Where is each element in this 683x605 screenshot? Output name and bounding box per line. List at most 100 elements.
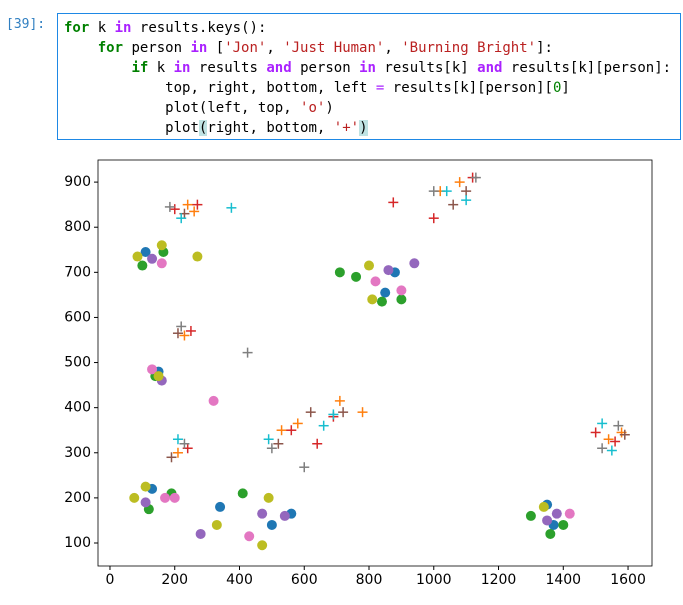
code-token: left (207, 100, 242, 116)
code-token (64, 120, 165, 136)
code-token: [ (443, 60, 452, 76)
code-token: keys (207, 20, 242, 36)
code-token (165, 60, 173, 76)
code-token: ][ (586, 60, 604, 76)
point (338, 407, 349, 418)
code-token: k (460, 80, 469, 96)
code-token: person (300, 60, 351, 76)
code-token: = (375, 80, 385, 96)
point (364, 260, 375, 271)
point (279, 510, 290, 521)
y-tick-label: 900 (64, 174, 91, 190)
point (370, 276, 381, 287)
point (172, 434, 183, 445)
plot-area (97, 159, 653, 567)
point (597, 418, 608, 429)
code-token: plot (165, 120, 199, 136)
y-tick-label: 800 (64, 219, 91, 235)
point (470, 172, 481, 183)
code-token: , (283, 100, 301, 116)
code-line: if k in results and person in results[k]… (64, 58, 680, 78)
point (273, 438, 284, 449)
point (160, 492, 171, 503)
code-token (89, 20, 97, 36)
code-token: person (485, 80, 537, 96)
code-token: left (333, 80, 368, 96)
code-token: for (64, 20, 90, 36)
point (156, 240, 167, 251)
y-tick-label: 600 (64, 309, 91, 325)
point (351, 271, 362, 282)
code-token: bottom (266, 80, 317, 96)
code-token: , (249, 80, 267, 96)
code-token (64, 100, 165, 116)
point (244, 531, 255, 542)
x-tick-label: 1000 (416, 572, 452, 588)
point (192, 199, 203, 210)
x-tick-label: 1600 (610, 572, 646, 588)
point (312, 438, 323, 449)
point (376, 296, 387, 307)
code-line: top, right, bottom, left = results[k][pe… (64, 78, 680, 98)
code-token (131, 20, 139, 36)
point (603, 434, 614, 445)
code-token: , (249, 120, 267, 136)
point (525, 510, 536, 521)
code-token: and (477, 60, 503, 76)
code-token: 'Burning Bright' (401, 40, 537, 56)
x-tick-label: 800 (356, 572, 383, 588)
point (189, 206, 200, 217)
cell-prompt: [39]: (6, 17, 46, 32)
code-token: ) (325, 100, 334, 116)
point (428, 213, 439, 224)
point (305, 407, 316, 418)
point (542, 515, 553, 526)
point (461, 186, 472, 197)
code-token: results (392, 80, 452, 96)
point (140, 247, 151, 258)
code-line: plot(right, bottom, '+') (64, 118, 680, 138)
y-tick-label: 100 (64, 535, 91, 551)
code-token (190, 60, 198, 76)
point (263, 492, 274, 503)
point (613, 420, 624, 431)
point (129, 492, 140, 503)
code-token: [ (451, 80, 461, 96)
point (172, 328, 183, 339)
x-tick-label: 0 (106, 572, 115, 588)
point (257, 540, 268, 551)
point (176, 213, 187, 224)
code-token (384, 80, 392, 96)
code-token (64, 80, 165, 96)
y-tick-label: 700 (64, 264, 91, 280)
code-token: for (97, 40, 124, 56)
point (169, 492, 180, 503)
point (192, 251, 203, 262)
point (266, 443, 277, 454)
point (448, 199, 459, 210)
point (153, 371, 164, 382)
point (334, 267, 345, 278)
point (538, 501, 549, 512)
point (292, 418, 303, 429)
code-token (502, 60, 510, 76)
code-token: in (359, 60, 376, 76)
code-token: in (190, 40, 208, 56)
point (606, 445, 617, 456)
code-token: 0 (552, 80, 562, 96)
code-token: k (97, 20, 107, 36)
point (137, 260, 148, 271)
code-token (148, 60, 156, 76)
code-token: ) (249, 20, 258, 36)
point (619, 429, 630, 440)
y-tick-label: 300 (64, 445, 91, 461)
point (461, 195, 472, 206)
point (564, 508, 575, 519)
code-token: right (207, 120, 250, 136)
point (208, 395, 219, 406)
code-token (106, 20, 114, 36)
code-token: ][ (536, 80, 553, 96)
code-cell[interactable]: for k in results.keys(): for person in [… (57, 13, 681, 140)
point (276, 425, 287, 436)
point (242, 347, 253, 358)
